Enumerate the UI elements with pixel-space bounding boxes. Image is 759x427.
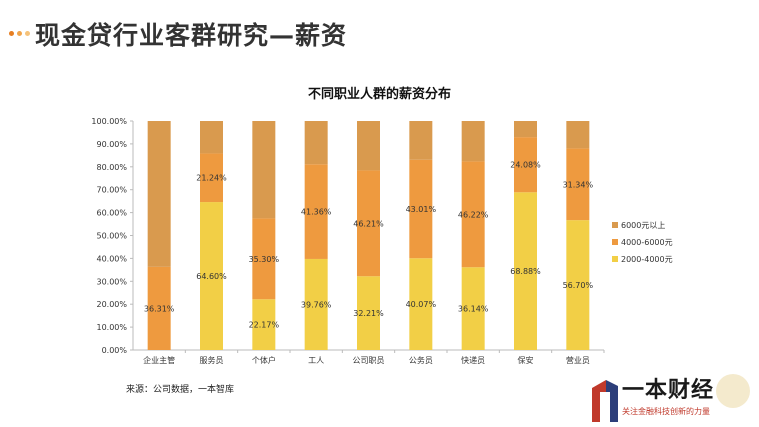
data-label: 22.17%	[249, 321, 280, 330]
bar-segment	[252, 121, 276, 219]
bar-segment	[357, 170, 380, 277]
y-tick-label: 80.00%	[96, 163, 127, 172]
legend-swatch	[612, 239, 618, 245]
bar-segment	[357, 121, 380, 171]
x-tick-label: 公务员	[409, 355, 433, 365]
data-label: 36.31%	[144, 304, 175, 313]
bar-segment	[200, 202, 223, 350]
bar-segment	[357, 276, 380, 350]
data-label: 36.14%	[458, 305, 489, 314]
brand-mark-icon	[592, 380, 618, 422]
x-tick-label: 公司职员	[353, 356, 385, 365]
bar-segment	[304, 121, 328, 165]
bar-segment	[409, 121, 433, 160]
x-tick-label: 快递员	[461, 355, 485, 365]
data-label: 64.60%	[196, 272, 227, 281]
bar-segment	[252, 299, 276, 350]
y-tick-label: 0.00%	[102, 346, 128, 355]
data-label: 46.22%	[458, 210, 489, 219]
bar-segment	[461, 121, 485, 162]
data-label: 68.88%	[510, 267, 541, 276]
page-header: 现金贷行业客群研究—薪资	[0, 0, 759, 62]
bar-segment	[514, 192, 537, 350]
x-tick-label: 企业主管	[143, 355, 175, 365]
page-title: 现金贷行业客群研究—薪资	[35, 21, 348, 50]
legend-swatch	[612, 256, 618, 262]
bar-segment	[566, 220, 590, 350]
bar-segment	[409, 258, 433, 350]
dot-1	[9, 31, 14, 36]
x-tick-label: 服务员	[200, 355, 224, 365]
y-tick-label: 50.00%	[96, 232, 127, 241]
y-tick-label: 60.00%	[96, 209, 127, 218]
data-label: 31.34%	[563, 180, 594, 189]
title-dots	[9, 31, 30, 36]
bar-segment	[200, 153, 223, 203]
x-tick-label: 营业员	[566, 355, 590, 365]
bar-segment	[304, 164, 328, 259]
brand-name: 一本财经	[622, 378, 715, 403]
bar-segment	[200, 121, 223, 154]
x-tick-label: 个体户	[252, 355, 276, 365]
bar-segment	[304, 258, 328, 350]
dot-2	[17, 31, 22, 36]
y-tick-label: 100.00%	[91, 117, 127, 126]
data-label: 41.36%	[301, 208, 332, 217]
bar-segment	[147, 266, 171, 350]
data-label: 56.70%	[563, 281, 594, 290]
dot-3	[25, 31, 30, 36]
bar-segment	[147, 121, 171, 267]
brand-slogan: 关注金融科技创新的力量	[622, 407, 710, 416]
bar-segment	[566, 148, 590, 221]
chart-title: 不同职业人群的薪资分布	[307, 87, 451, 102]
legend-swatch	[612, 222, 618, 228]
y-tick-label: 70.00%	[96, 186, 127, 195]
bar-segment	[514, 121, 537, 138]
y-tick-label: 10.00%	[96, 323, 127, 332]
bar-segment	[566, 121, 590, 149]
y-tick-label: 40.00%	[96, 254, 127, 263]
brand-logo: 一本财经 关注金融科技创新的力量	[592, 370, 757, 425]
data-label: 39.76%	[301, 300, 332, 309]
legend-label: 4000-6000元	[621, 238, 673, 247]
y-tick-label: 20.00%	[96, 300, 127, 309]
data-label: 43.01%	[406, 205, 437, 214]
legend-label: 2000-4000元	[621, 255, 673, 264]
bar-segment	[514, 137, 537, 193]
data-label: 32.21%	[353, 309, 384, 318]
data-label: 21.24%	[196, 174, 227, 183]
legend-label: 6000元以上	[621, 221, 665, 230]
x-tick-label: 工人	[308, 356, 324, 365]
bar-segment	[461, 267, 485, 350]
data-label: 46.21%	[353, 219, 384, 228]
data-label: 35.30%	[249, 255, 280, 264]
bar-segment	[409, 159, 433, 259]
data-label: 24.08%	[510, 161, 541, 170]
decorative-stamp	[716, 374, 750, 408]
y-tick-label: 30.00%	[96, 277, 127, 286]
y-tick-label: 90.00%	[96, 140, 127, 149]
source-note: 来源：公司数据，一本智库	[126, 385, 235, 395]
data-label: 40.07%	[406, 300, 437, 309]
bar-segment	[461, 161, 485, 268]
bar-segment	[252, 218, 276, 300]
x-tick-label: 保安	[518, 355, 534, 365]
